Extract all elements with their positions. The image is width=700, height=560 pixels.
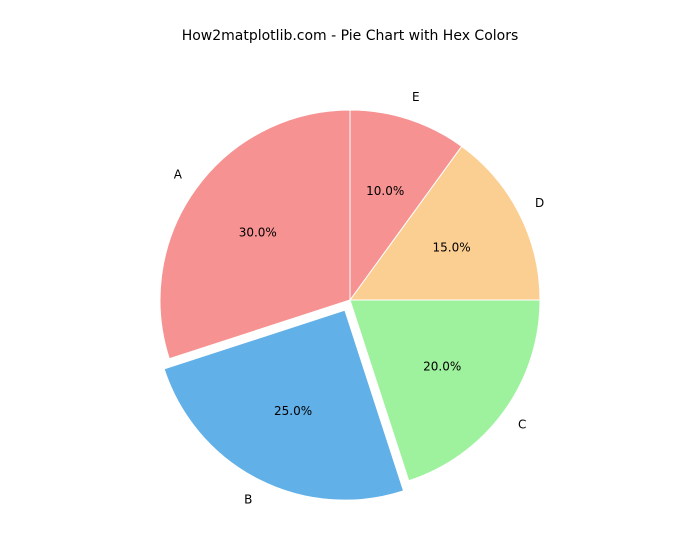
pct-label-c: 20.0% bbox=[423, 360, 461, 374]
slice-label-c: C bbox=[518, 418, 526, 432]
slice-label-d: D bbox=[535, 196, 544, 210]
pie-chart-figure: How2matplotlib.com - Pie Chart with Hex … bbox=[0, 0, 700, 560]
slice-label-e: E bbox=[412, 90, 420, 104]
pct-label-b: 25.0% bbox=[274, 404, 312, 418]
slice-label-b: B bbox=[244, 492, 252, 506]
pct-label-e: 10.0% bbox=[366, 184, 404, 198]
pct-label-d: 15.0% bbox=[433, 241, 471, 255]
pct-label-a: 30.0% bbox=[239, 225, 277, 239]
slice-label-a: A bbox=[174, 167, 183, 181]
pie-chart-svg: 30.0% A 25.0% B 20.0% C 15.0% D 10.0% E bbox=[0, 0, 700, 560]
